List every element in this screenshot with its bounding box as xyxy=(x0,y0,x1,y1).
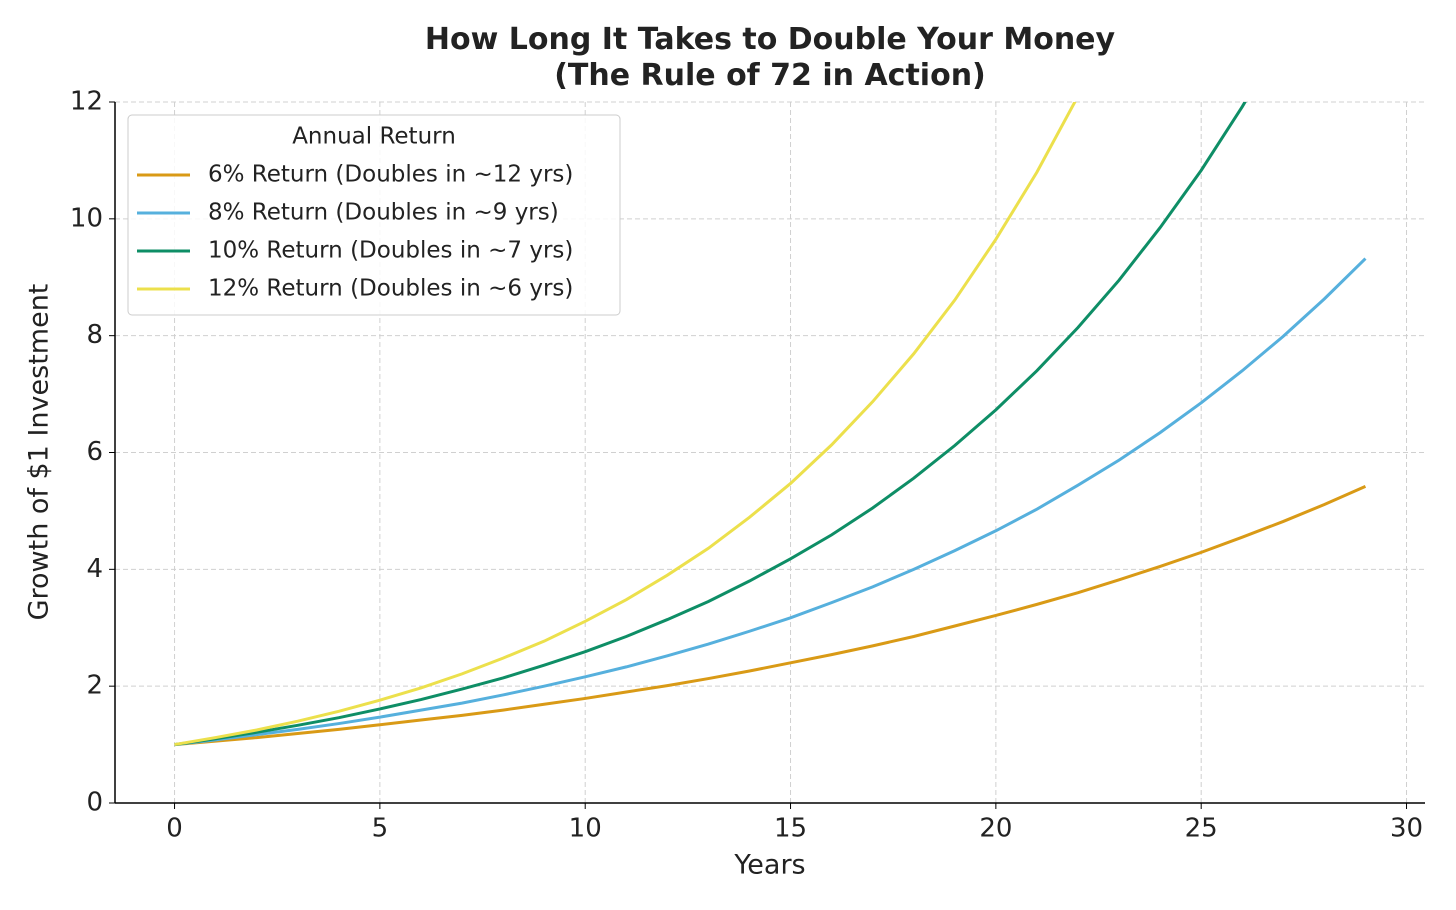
line-series xyxy=(174,257,1367,747)
y-tick-label: 0 xyxy=(86,788,103,818)
plot-area xyxy=(174,102,1367,747)
legend-label: 6% Return (Doubles in ~12 yrs) xyxy=(208,162,573,188)
line-series xyxy=(174,102,1247,747)
y-tick-label: 4 xyxy=(86,554,103,584)
x-tick-label: 0 xyxy=(166,814,183,844)
y-axis-label: Growth of $1 Investment xyxy=(24,284,55,621)
legend-label: 8% Return (Doubles in ~9 yrs) xyxy=(208,200,559,226)
y-tick-label: 10 xyxy=(70,203,103,233)
x-tick-label: 20 xyxy=(979,814,1012,844)
line-series xyxy=(174,102,1077,747)
x-axis-label: Years xyxy=(733,850,805,881)
x-tick-label: 15 xyxy=(774,814,807,844)
legend-label: 12% Return (Doubles in ~6 yrs) xyxy=(208,276,573,302)
legend-box xyxy=(127,114,621,316)
y-tick-label: 8 xyxy=(86,320,103,350)
x-tick-label: 5 xyxy=(372,814,389,844)
x-tick-label: 25 xyxy=(1185,814,1218,844)
legend-title: Annual Return xyxy=(292,124,456,150)
y-tick-label: 6 xyxy=(86,437,103,467)
x-tick-label: 10 xyxy=(569,814,602,844)
y-tick-label: 12 xyxy=(70,87,103,117)
x-tick-label: 30 xyxy=(1390,814,1423,844)
legend: Annual Return 6% Return (Doubles in ~12 y… xyxy=(127,114,621,316)
legend-label: 10% Return (Doubles in ~7 yrs) xyxy=(208,238,573,264)
y-tick-label: 2 xyxy=(86,671,103,701)
chart-title: How Long It Takes to Double Your Money (T… xyxy=(425,22,1116,93)
line-series xyxy=(174,485,1367,747)
